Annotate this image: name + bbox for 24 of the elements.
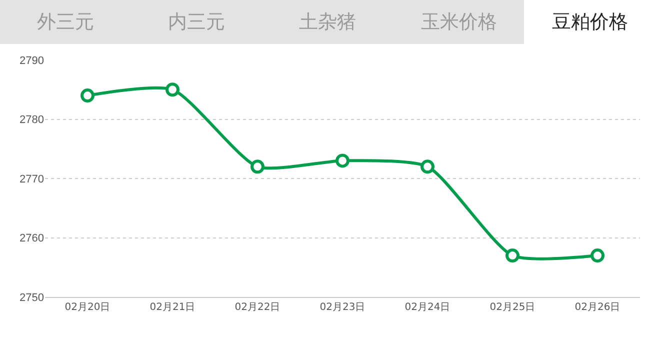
x-tick-label: 02月24日: [404, 302, 450, 313]
x-tick-label: 02月22日: [234, 302, 280, 313]
x-tick-label: 02月25日: [490, 302, 536, 313]
point: [80, 88, 94, 103]
y-tick-label: 2750: [20, 292, 44, 304]
x-tick-label: 02月21日: [150, 302, 196, 313]
point: [336, 154, 350, 168]
point: [590, 248, 604, 263]
x-tick-label: 02月26日: [574, 302, 620, 313]
chart-title: 豆粕价格: [552, 11, 628, 33]
text: 土杂猪: [299, 11, 356, 33]
y-tick-label: 2790: [20, 54, 44, 67]
point: [420, 160, 434, 174]
y-tick-label: 2780: [20, 114, 44, 126]
text: 内三元: [168, 11, 225, 33]
y-tick-label: 2770: [20, 173, 44, 186]
point: [166, 82, 180, 97]
x-tick-label: 02月23日: [320, 302, 366, 313]
text: 玉米价格: [421, 11, 497, 33]
text: 外三元: [37, 11, 94, 33]
y-tick-label: 2760: [20, 232, 44, 245]
point: [250, 160, 264, 174]
x-tick-label: 02月20日: [64, 302, 110, 313]
point: [506, 248, 520, 263]
